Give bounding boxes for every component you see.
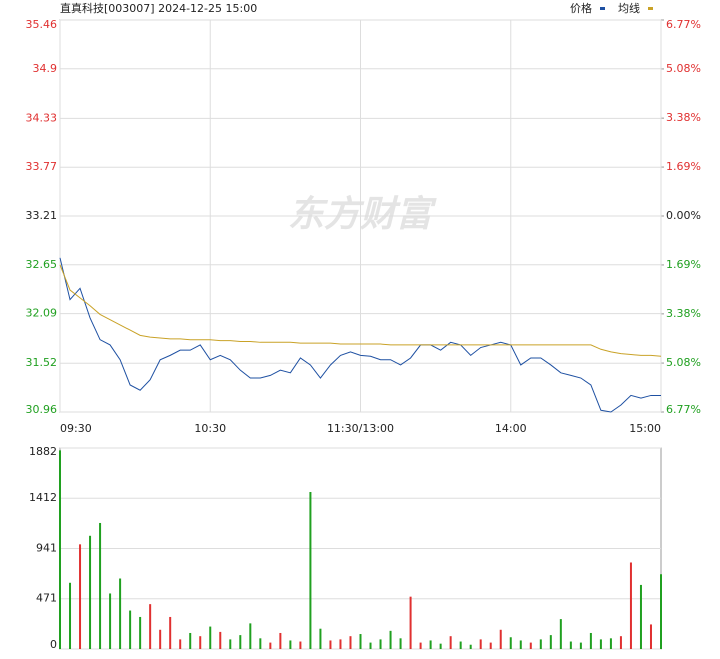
volume-bar: [599, 639, 602, 649]
volume-bar: [99, 522, 102, 649]
y2-tick-label: 1.69%: [666, 258, 701, 271]
x-tick-label: 15:00: [629, 422, 661, 435]
volume-bar: [269, 642, 272, 649]
x-tick-label: 09:30: [60, 422, 92, 435]
x-tick-label: 11:30/13:00: [327, 422, 394, 435]
volume-bar: [109, 593, 112, 649]
volume-bar: [429, 640, 432, 649]
volume-bar: [379, 639, 382, 649]
y2-tick-label: 5.08%: [666, 62, 701, 75]
y2-tick-label: 6.77%: [666, 403, 701, 416]
y-tick-label: 34.33: [26, 111, 58, 124]
volume-bar: [359, 634, 362, 649]
volume-bar: [259, 638, 262, 649]
volume-bar: [579, 642, 582, 649]
volume-bar: [649, 624, 652, 649]
volume-bar: [139, 616, 142, 649]
volume-bar: [339, 639, 342, 649]
y-tick-label: 0: [50, 638, 57, 651]
volume-bar: [609, 638, 612, 649]
volume-bar: [149, 604, 152, 649]
volume-bar: [329, 640, 332, 649]
volume-bar: [539, 639, 542, 649]
volume-bar: [399, 638, 402, 649]
volume-bar: [189, 632, 192, 649]
volume-bar: [129, 610, 132, 649]
y-tick-label: 33.77: [26, 160, 58, 173]
volume-bar: [569, 641, 572, 649]
volume-bar: [309, 492, 312, 649]
volume-bar: [479, 639, 482, 649]
y2-tick-label: 3.38%: [666, 307, 701, 320]
y-tick-label: 1412: [29, 491, 57, 504]
volume-bar: [639, 584, 642, 649]
volume-bar: [289, 640, 292, 649]
y-tick-label: 32.09: [26, 307, 58, 320]
volume-bar: [239, 635, 242, 649]
volume-bar: [589, 632, 592, 649]
y-tick-label: 32.65: [26, 258, 58, 271]
volume-bar: [469, 644, 472, 649]
x-tick-label: 10:30: [194, 422, 226, 435]
volume-bar: [369, 642, 372, 649]
x-tick-label: 14:00: [495, 422, 527, 435]
volume-bar: [219, 631, 222, 649]
volume-bar: [519, 640, 522, 649]
price-line: [59, 257, 661, 413]
volume-bar: [89, 535, 92, 649]
y2-tick-label: 0.00%: [666, 209, 701, 222]
volume-bar: [179, 639, 182, 649]
watermark: 东方财富: [288, 194, 437, 235]
y-tick-label: 33.21: [26, 209, 58, 222]
volume-bar: [449, 636, 452, 649]
volume-bar: [509, 637, 512, 649]
y-tick-label: 31.52: [26, 356, 58, 369]
y-tick-label: 1882: [29, 445, 57, 458]
volume-bar: [209, 626, 212, 649]
volume-bar: [279, 632, 282, 649]
volume-bar: [660, 574, 662, 649]
y2-tick-label: 3.38%: [666, 111, 701, 124]
legend-swatch: [600, 7, 605, 10]
volume-bar: [549, 635, 552, 649]
volume-bar: [629, 562, 632, 649]
legend-label: 价格: [570, 1, 592, 15]
y-tick-label: 941: [36, 542, 57, 555]
price-line: [59, 264, 662, 357]
volume-bar: [319, 628, 322, 649]
volume-bar: [619, 636, 622, 649]
volume-bar: [559, 619, 562, 649]
volume-bar: [249, 623, 252, 649]
y-tick-label: 35.46: [26, 18, 58, 31]
y2-tick-label: 1.69%: [666, 160, 701, 173]
volume-bar: [159, 629, 162, 649]
volume-bar: [299, 641, 302, 649]
legend-swatch: [648, 7, 653, 10]
volume-bar: [79, 544, 82, 649]
y2-tick-label: 6.77%: [666, 18, 701, 31]
y2-tick-label: 5.08%: [666, 356, 701, 369]
y-tick-label: 30.96: [26, 403, 58, 416]
volume-bar: [229, 639, 232, 649]
volume-bar: [119, 578, 122, 649]
volume-bar: [59, 450, 61, 649]
volume-bar: [459, 641, 462, 649]
volume-bar: [409, 596, 412, 649]
volume-bar: [349, 636, 352, 649]
volume-bar: [529, 642, 532, 649]
volume-bar: [199, 636, 202, 649]
volume-bar: [69, 582, 72, 649]
volume-bar: [169, 616, 172, 649]
legend-label: 均线: [618, 1, 640, 15]
volume-bar: [439, 643, 442, 649]
volume-bar: [389, 630, 392, 649]
y-tick-label: 34.9: [33, 62, 58, 75]
y-tick-label: 471: [36, 592, 57, 605]
volume-bar: [419, 642, 422, 649]
volume-bar: [489, 642, 492, 649]
volume-bar: [499, 629, 502, 649]
chart-title: 直真科技[003007] 2024-12-25 15:00: [60, 1, 257, 15]
